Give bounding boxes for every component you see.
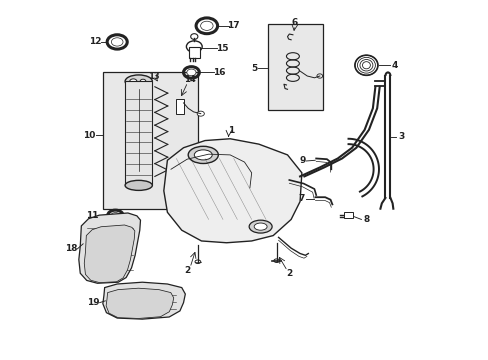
Ellipse shape [197, 111, 204, 116]
Text: 3: 3 [397, 132, 404, 141]
Text: 11: 11 [86, 211, 98, 220]
Polygon shape [79, 213, 140, 283]
Bar [344, 212, 352, 218]
Ellipse shape [111, 38, 123, 46]
Text: 1: 1 [227, 126, 234, 135]
Ellipse shape [125, 75, 152, 88]
Ellipse shape [273, 259, 279, 262]
Polygon shape [106, 288, 173, 319]
Text: 2: 2 [286, 269, 292, 278]
Text: 15: 15 [215, 44, 228, 53]
Text: 4: 4 [391, 61, 398, 70]
Bar [175, 99, 183, 114]
Text: 14: 14 [184, 75, 196, 84]
Polygon shape [163, 139, 301, 243]
FancyBboxPatch shape [102, 72, 198, 209]
Text: 7: 7 [298, 194, 305, 203]
Ellipse shape [194, 150, 212, 160]
Bar [188, 47, 199, 58]
Polygon shape [84, 225, 135, 283]
FancyBboxPatch shape [267, 24, 323, 110]
Ellipse shape [125, 180, 152, 190]
Text: 10: 10 [83, 131, 96, 140]
Text: 19: 19 [87, 298, 99, 307]
Text: 12: 12 [89, 37, 102, 46]
Ellipse shape [129, 79, 137, 84]
Ellipse shape [249, 220, 271, 233]
Ellipse shape [200, 21, 213, 30]
Text: 13: 13 [148, 72, 160, 81]
Bar [125, 81, 152, 185]
Text: 9: 9 [299, 157, 305, 166]
Text: 5: 5 [250, 64, 257, 73]
Ellipse shape [188, 146, 218, 163]
Ellipse shape [186, 69, 196, 76]
Ellipse shape [140, 79, 145, 84]
Text: 6: 6 [291, 18, 297, 27]
Text: 2: 2 [183, 266, 190, 275]
Ellipse shape [111, 212, 120, 219]
Text: 8: 8 [363, 215, 369, 224]
Text: 18: 18 [65, 244, 78, 253]
Polygon shape [102, 282, 185, 319]
Ellipse shape [254, 223, 266, 230]
Text: 16: 16 [213, 68, 225, 77]
Text: 17: 17 [227, 21, 240, 30]
